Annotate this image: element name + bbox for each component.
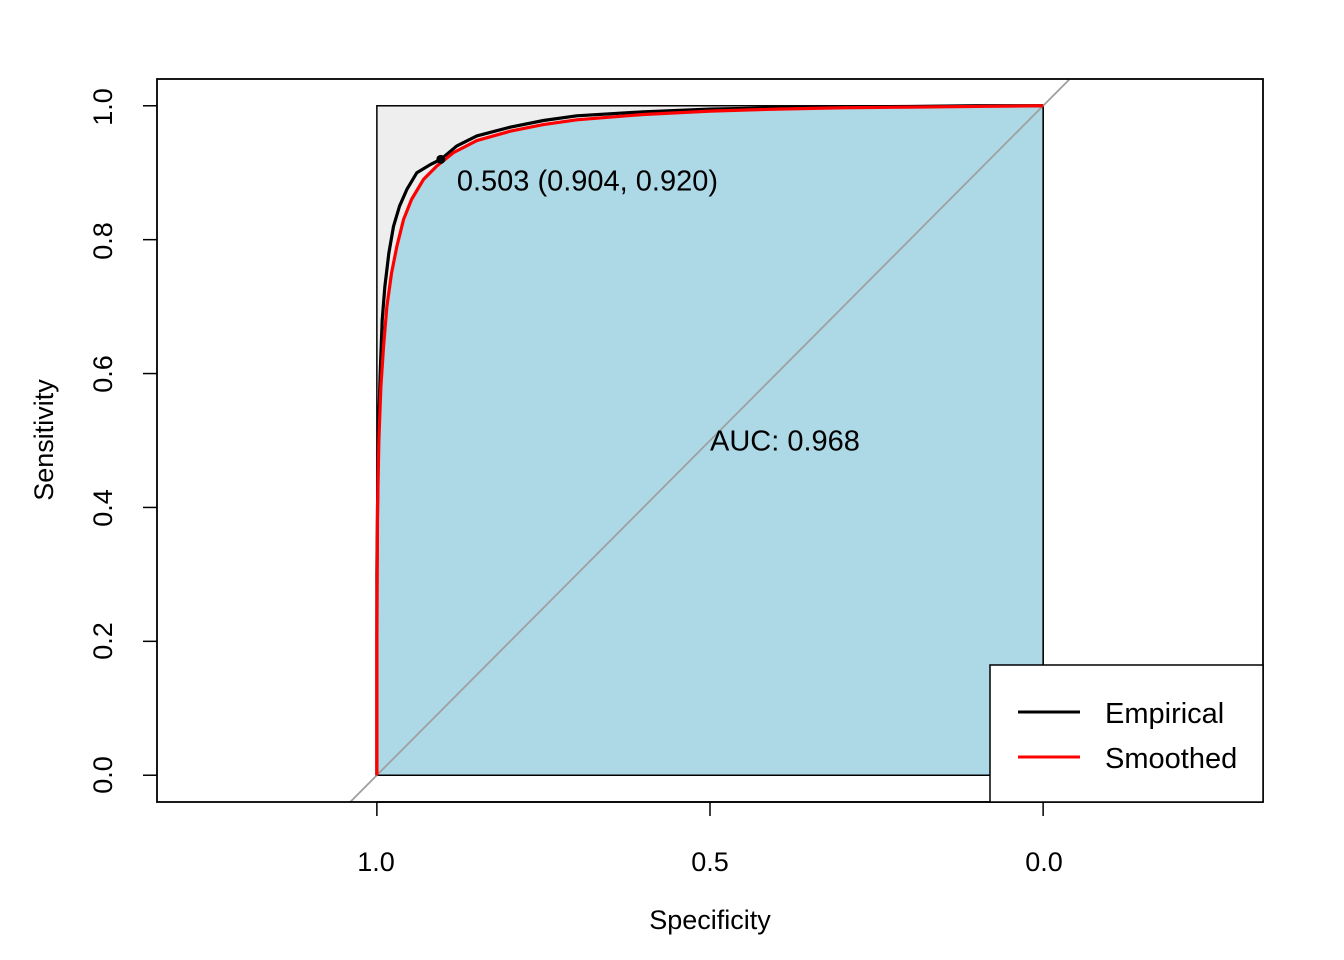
legend-box: [989, 664, 1264, 803]
x-axis-title: Specificity: [649, 905, 771, 935]
x-tick-label: 0.5: [691, 847, 729, 877]
y-tick-label: 0.0: [88, 756, 118, 794]
y-tick-label: 0.2: [88, 622, 118, 660]
y-tick-label: 0.4: [88, 489, 118, 527]
y-tick-label: 0.6: [88, 355, 118, 393]
legend-label-empirical: Empirical: [1105, 698, 1224, 730]
threshold-point: [436, 154, 446, 164]
auc-annotation: AUC: 0.968: [710, 426, 860, 458]
plot-layer: [143, 78, 1264, 816]
diagonal-reference-line: [349, 78, 1071, 803]
smoothed-roc-line: [375, 104, 1044, 776]
threshold-annotation: 0.503 (0.904, 0.920): [457, 165, 718, 197]
y-tick-label: 0.8: [88, 222, 118, 260]
y-tick-label: 1.0: [88, 88, 118, 126]
y-axis-title: Sensitivity: [29, 379, 59, 501]
legend: Empirical Smoothed: [989, 664, 1264, 803]
legend-label-smoothed: Smoothed: [1105, 743, 1237, 775]
x-tick-label: 1.0: [357, 847, 395, 877]
x-tick-label: 0.0: [1025, 847, 1063, 877]
